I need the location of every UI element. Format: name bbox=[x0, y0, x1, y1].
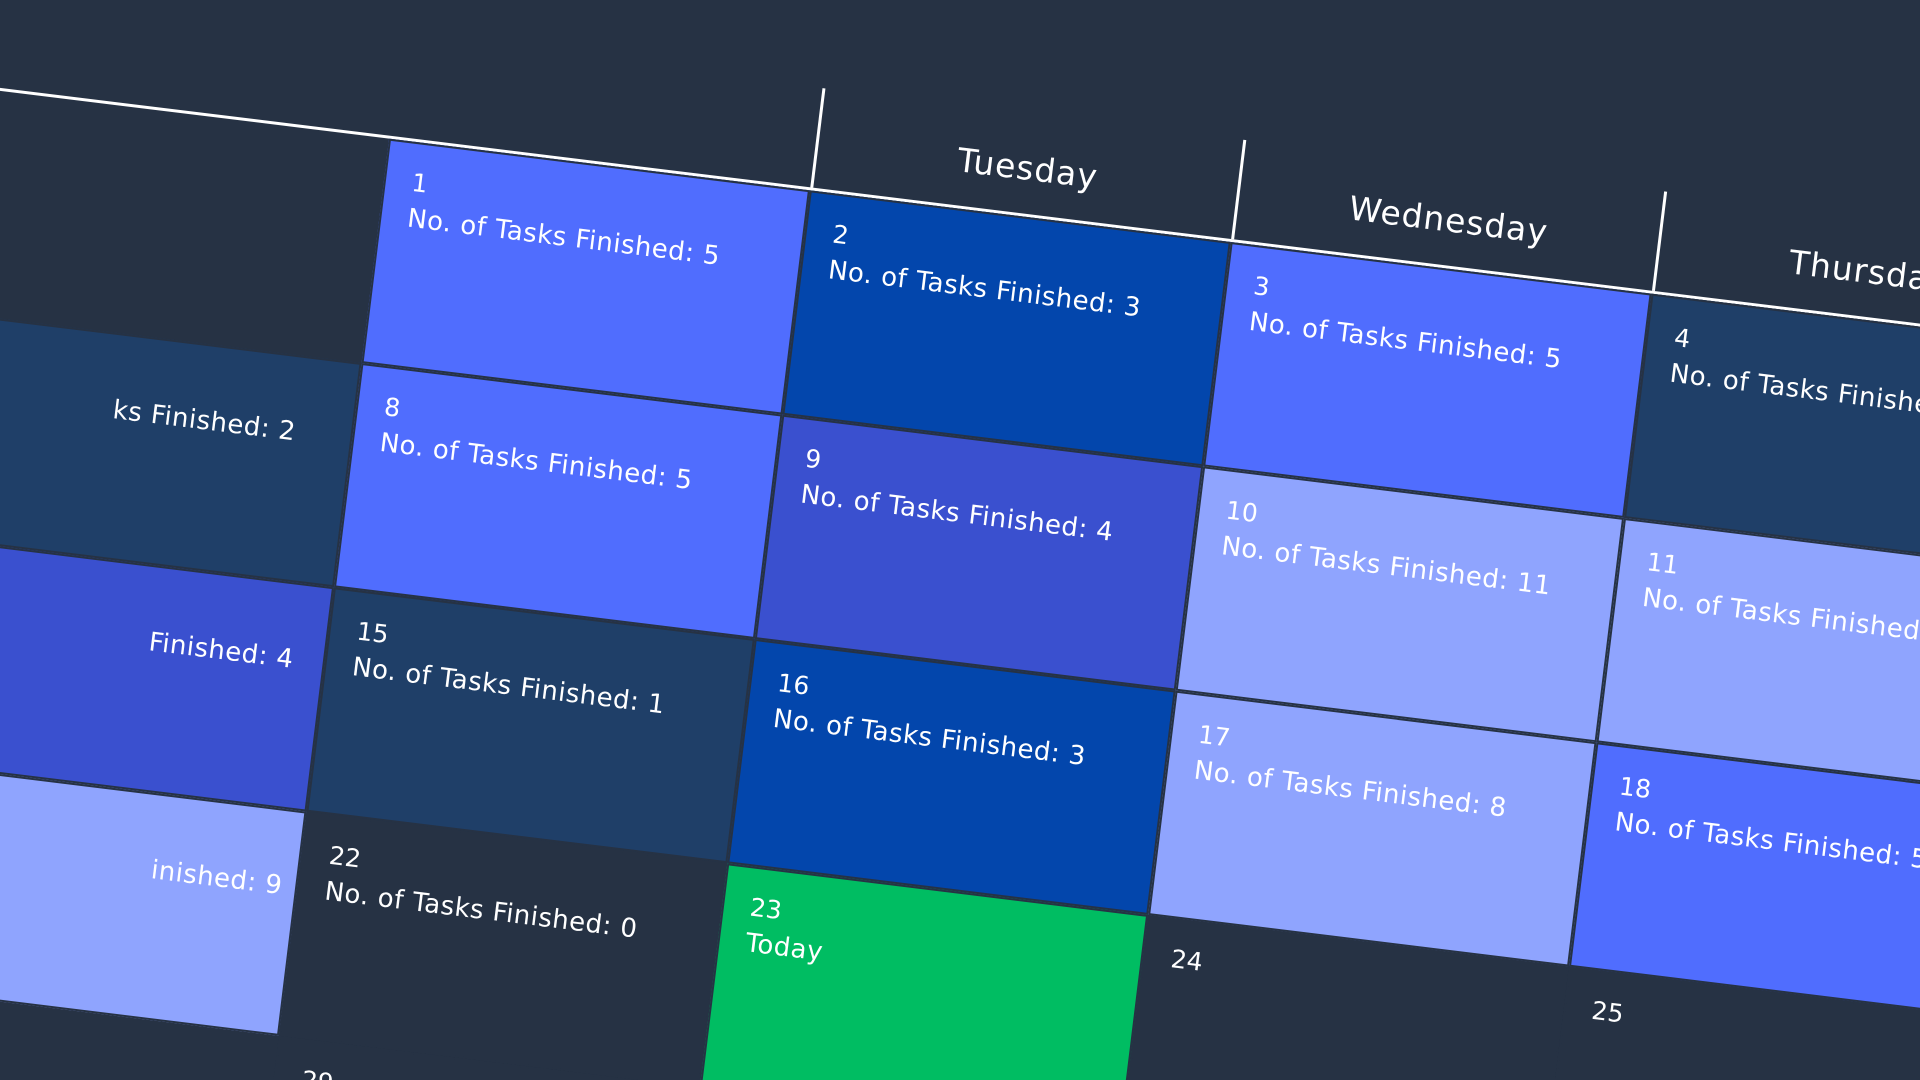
day-number: 8 bbox=[382, 392, 402, 423]
tasks-finished: No. of Tasks Finished: 0 bbox=[323, 876, 640, 945]
day-cell-7[interactable]: ks Finished: 2 bbox=[0, 311, 362, 588]
day-number: 23 bbox=[748, 892, 784, 926]
day-number: 2 bbox=[831, 219, 851, 251]
tasks-finished: No. of Tasks Finished: 5 bbox=[1613, 807, 1920, 876]
tasks-finished: inished: 9 bbox=[149, 855, 285, 902]
day-number: 1 bbox=[410, 167, 430, 199]
tasks-finished: No. of Tasks Finished: 5 bbox=[405, 203, 722, 272]
day-number: 10 bbox=[1224, 495, 1260, 529]
tasks-finished: No. of Tasks Finished: 3 bbox=[771, 703, 1088, 773]
day-number: 25 bbox=[1590, 995, 1626, 1029]
day-number: 18 bbox=[1617, 771, 1653, 805]
day-number: 15 bbox=[355, 616, 391, 650]
tasks-finished: No. of Tasks Finished: 11 bbox=[1219, 531, 1553, 602]
tasks-finished: No. of Tasks Finished: 1 bbox=[350, 652, 667, 721]
day-number: 4 bbox=[1672, 322, 1693, 354]
day-number: 9 bbox=[803, 443, 823, 475]
tasks-finished: No. of Tasks Finished: 5 bbox=[378, 427, 695, 497]
day-number: 24 bbox=[1169, 944, 1205, 977]
tasks-finished: Finished: 4 bbox=[147, 627, 296, 675]
day-number: 17 bbox=[1196, 719, 1232, 753]
day-number: 11 bbox=[1645, 547, 1681, 580]
tasks-finished: No. of Tasks Finished: 2 bbox=[1668, 358, 1920, 427]
tasks-finished: No. of Tasks Finished: 7 bbox=[1640, 582, 1920, 651]
today-label: Today bbox=[743, 928, 825, 968]
day-number: 22 bbox=[327, 840, 363, 874]
tasks-finished: No. of Tasks Finished: 5 bbox=[1247, 306, 1564, 376]
day-number: 3 bbox=[1251, 271, 1272, 302]
tasks-finished: ks Finished: 2 bbox=[111, 395, 298, 448]
day-number: 29 bbox=[300, 1065, 335, 1080]
tasks-finished: No. of Tasks Finished: 8 bbox=[1192, 755, 1509, 824]
tasks-finished: No. of Tasks Finished: 3 bbox=[826, 255, 1143, 324]
day-number: 16 bbox=[775, 668, 812, 701]
tasks-finished: No. of Tasks Finished: 4 bbox=[798, 479, 1116, 548]
